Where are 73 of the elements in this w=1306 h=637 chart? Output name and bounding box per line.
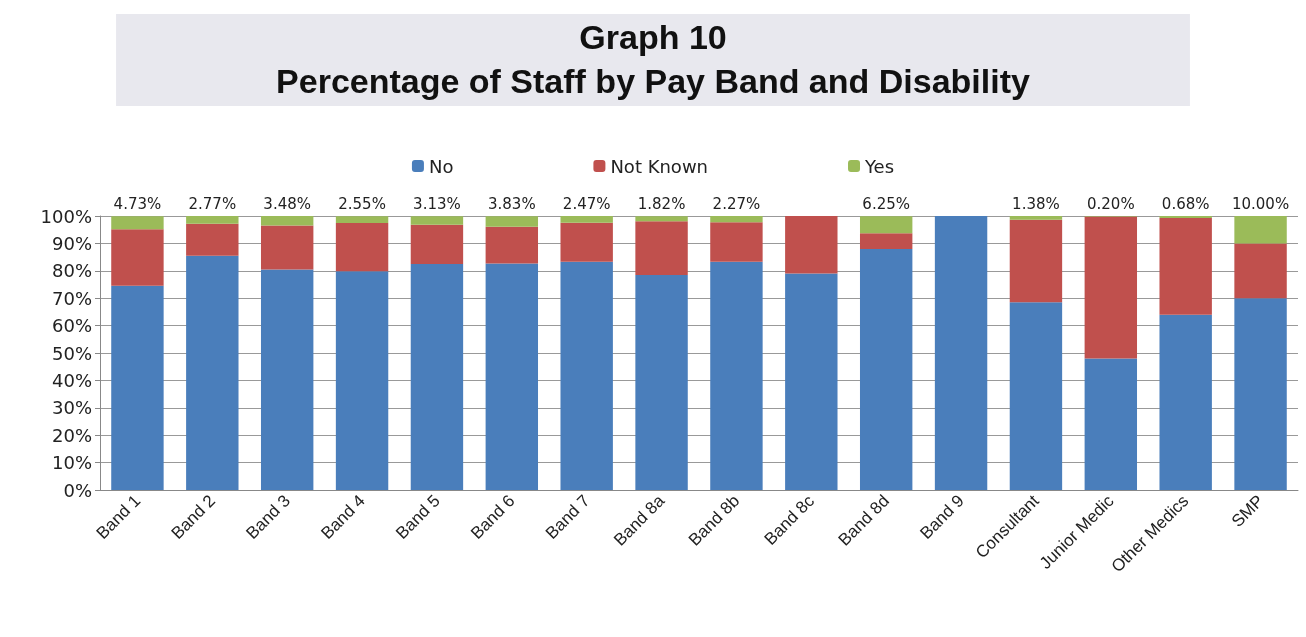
- bar: [560, 216, 613, 223]
- bar: [710, 222, 763, 262]
- bar: [1159, 217, 1212, 315]
- bar: [785, 216, 838, 274]
- y-tick-label: 70%: [51, 287, 92, 309]
- data-label: 2.55%: [338, 194, 386, 213]
- y-tick-label: 20%: [51, 424, 92, 446]
- bar: [260, 216, 314, 226]
- y-tick-label: 50%: [51, 342, 92, 364]
- bar: [1234, 243, 1287, 299]
- bar: [186, 223, 239, 256]
- bar: [410, 216, 464, 225]
- bar: [111, 216, 164, 230]
- bar: [335, 271, 389, 490]
- data-label: 6.25%: [862, 194, 911, 213]
- chart-subtitle: Percentage of Staff by Pay Band and Disability: [276, 62, 1031, 100]
- data-label: 10.00%: [1231, 194, 1290, 213]
- bar: [335, 223, 389, 272]
- data-label: 0.20%: [1086, 194, 1135, 213]
- bar: [635, 216, 688, 222]
- y-tick-label: 60%: [51, 315, 92, 337]
- bar: [635, 221, 688, 275]
- y-tick-label: 90%: [51, 232, 92, 254]
- bar: [1084, 216, 1138, 359]
- data-label: 1.38%: [1012, 194, 1060, 213]
- bar: [111, 285, 164, 490]
- bar: [1159, 314, 1212, 490]
- bar: [485, 216, 539, 227]
- bar: [859, 216, 913, 234]
- bar: [111, 229, 164, 286]
- bar: [260, 225, 314, 270]
- data-label: 3.83%: [487, 194, 536, 213]
- data-label: 2.47%: [562, 194, 611, 213]
- data-label: 2.77%: [188, 194, 237, 213]
- data-label: 0.68%: [1161, 194, 1210, 213]
- bar: [1234, 216, 1287, 244]
- bar: [934, 216, 988, 490]
- legend-label: No: [428, 155, 454, 177]
- bar: [186, 216, 239, 224]
- bar: [260, 269, 314, 490]
- bar: [1009, 302, 1063, 490]
- bar: [785, 273, 838, 490]
- y-tick-label: 0%: [63, 479, 92, 501]
- y-tick-label: 80%: [51, 260, 92, 282]
- bar: [485, 263, 539, 490]
- legend-label: Not Known: [610, 155, 709, 177]
- bar: [1009, 219, 1063, 303]
- y-tick-label: 40%: [51, 369, 92, 391]
- bar: [635, 274, 688, 490]
- y-tick-label: 10%: [51, 452, 92, 474]
- y-tick-label: 100%: [40, 205, 92, 227]
- bar: [485, 226, 539, 264]
- bar: [1009, 216, 1063, 220]
- bar: [410, 263, 464, 490]
- chart-title: Graph 10: [579, 18, 727, 56]
- data-label: 4.73%: [113, 194, 162, 213]
- bar: [410, 224, 464, 264]
- bar: [1084, 358, 1138, 490]
- data-label: 2.27%: [712, 194, 761, 213]
- bar: [560, 261, 613, 490]
- data-label: 3.13%: [413, 194, 461, 213]
- data-label: 1.82%: [637, 194, 686, 213]
- bar: [560, 222, 613, 262]
- bar: [859, 233, 913, 249]
- bar: [710, 261, 763, 490]
- bar: [335, 216, 389, 224]
- y-tick-label: 30%: [51, 397, 92, 419]
- data-label: 3.48%: [263, 194, 312, 213]
- bar: [859, 248, 913, 490]
- bar: [710, 216, 763, 223]
- bar: [186, 255, 239, 490]
- legend-label: Yes: [864, 155, 895, 177]
- bar: [1234, 298, 1287, 490]
